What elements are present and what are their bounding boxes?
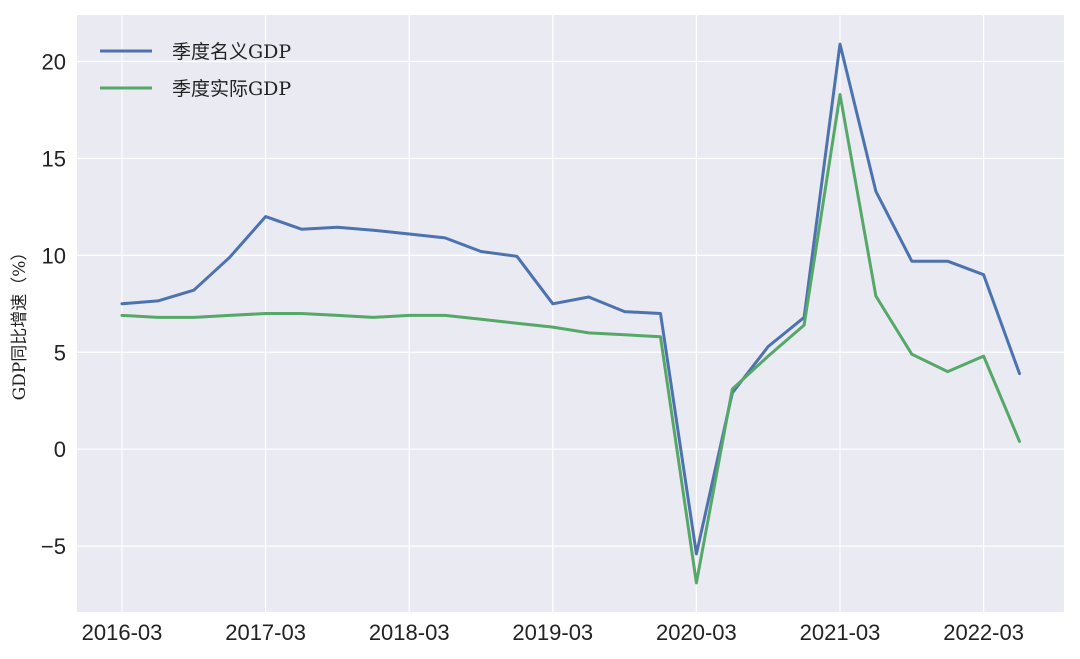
y-tick-label: 20	[42, 50, 66, 75]
x-tick-label: 2022-03	[943, 620, 1024, 645]
gridlines	[77, 15, 1064, 612]
y-tick-label: 15	[42, 146, 66, 171]
series-line	[120, 42, 1021, 556]
x-tick-label: 2020-03	[656, 620, 737, 645]
series-line	[120, 93, 1021, 585]
legend-label: 季度实际GDP	[172, 78, 291, 100]
plot-area	[77, 15, 1064, 612]
y-tick-label: −5	[41, 534, 66, 559]
legend: 季度名义GDP 季度实际GDP	[100, 41, 291, 100]
series-lines	[120, 42, 1021, 585]
x-tick-label: 2021-03	[800, 620, 881, 645]
x-tick-labels: 2016-03 2017-03 2018-03 2019-03 2020-03 2021-…	[82, 620, 1024, 645]
y-tick-labels: −5 0 5 10 15 20	[41, 50, 66, 560]
x-tick-label: 2017-03	[225, 620, 306, 645]
x-tick-label: 2016-03	[82, 620, 163, 645]
x-tick-label: 2018-03	[369, 620, 450, 645]
y-axis-label: GDP同比增速（%）	[10, 244, 30, 401]
y-tick-label: 5	[54, 340, 66, 365]
y-tick-label: 0	[54, 437, 66, 462]
x-tick-label: 2019-03	[512, 620, 593, 645]
y-tick-label: 10	[42, 243, 66, 268]
legend-label: 季度名义GDP	[172, 41, 291, 63]
